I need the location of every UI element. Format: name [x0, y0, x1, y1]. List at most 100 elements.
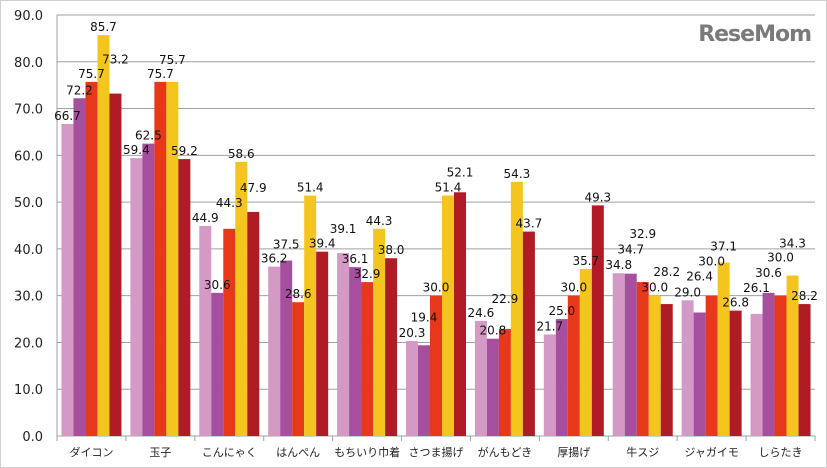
bar — [762, 292, 775, 436]
resemom-logo: ReseMom — [698, 22, 812, 47]
bar — [555, 319, 568, 436]
data-label: 29.0 — [674, 285, 701, 299]
data-label: 36.1 — [342, 252, 369, 266]
data-label: 28.2 — [653, 265, 680, 279]
x-category-label: ダイコン — [69, 445, 113, 459]
bar — [648, 295, 661, 436]
data-label: 75.7 — [78, 67, 105, 81]
data-label: 85.7 — [90, 20, 117, 34]
bar — [798, 304, 811, 436]
data-label: 26.8 — [722, 296, 749, 310]
bar — [591, 205, 604, 436]
x-category-label: はんぺん — [276, 446, 320, 459]
x-category-label: 牛スジ — [626, 445, 659, 459]
x-category-label: ジャガイモ — [684, 446, 738, 459]
bar — [373, 228, 386, 436]
bar — [73, 98, 86, 437]
data-label: 54.3 — [504, 167, 531, 181]
data-label: 39.1 — [330, 222, 357, 236]
bar — [178, 159, 191, 436]
bar — [543, 334, 556, 436]
bar — [142, 143, 155, 436]
data-label: 44.3 — [216, 196, 243, 210]
bar — [474, 320, 487, 436]
bar — [109, 93, 122, 436]
bar — [681, 300, 694, 436]
data-label: 32.9 — [354, 267, 381, 281]
data-label: 75.7 — [159, 53, 186, 67]
y-tick-label: 0.0 — [22, 430, 43, 445]
bar — [223, 228, 236, 436]
bar — [636, 282, 649, 436]
bar — [406, 341, 418, 436]
bar — [693, 312, 706, 436]
data-label: 26.1 — [743, 281, 770, 295]
y-tick-label: 30.0 — [14, 290, 43, 305]
bar — [385, 258, 398, 436]
bar — [705, 295, 718, 436]
bar — [166, 81, 179, 437]
bar — [235, 161, 248, 437]
bar — [361, 282, 374, 436]
bar — [292, 302, 305, 436]
y-tick-label: 50.0 — [14, 196, 43, 211]
x-category-label: がんもどき — [478, 445, 532, 459]
data-label: 30.6 — [204, 278, 231, 292]
bar — [522, 231, 535, 436]
data-label: 38.0 — [378, 243, 405, 257]
bars-layer — [61, 35, 811, 437]
bar — [774, 295, 787, 436]
data-label: 51.4 — [435, 181, 462, 195]
data-label: 59.4 — [123, 143, 150, 157]
data-label: 30.0 — [560, 281, 587, 295]
data-label: 66.7 — [54, 109, 81, 123]
y-tick-label: 10.0 — [14, 383, 43, 398]
data-label: 36.2 — [261, 252, 288, 266]
bar — [280, 260, 293, 436]
data-label: 52.1 — [447, 165, 474, 179]
bar — [199, 225, 212, 436]
y-tick-label: 20.0 — [14, 336, 43, 351]
bar — [612, 273, 625, 436]
bar — [660, 304, 673, 436]
bar — [247, 211, 260, 436]
bar — [486, 338, 499, 436]
bar — [498, 328, 511, 436]
bar — [211, 292, 224, 436]
data-label: 72.2 — [66, 83, 93, 97]
y-tick-label: 80.0 — [14, 56, 43, 71]
data-label: 73.2 — [102, 53, 129, 67]
x-category-label: 玉子 — [149, 446, 171, 459]
data-label: 37.1 — [710, 239, 737, 253]
data-label: 32.9 — [629, 227, 656, 241]
data-label: 28.2 — [791, 289, 818, 303]
data-label: 28.6 — [285, 287, 312, 301]
bar — [750, 313, 763, 436]
data-label: 30.0 — [423, 281, 450, 295]
data-label: 26.4 — [686, 270, 713, 284]
x-category-label: こんにゃく — [202, 446, 257, 459]
x-category-label: さつま揚げ — [409, 446, 464, 459]
bar — [442, 195, 454, 436]
bar — [418, 345, 430, 436]
data-label: 51.4 — [297, 181, 324, 195]
data-label: 34.3 — [779, 237, 806, 251]
bar — [154, 81, 167, 437]
bar — [567, 295, 580, 436]
data-label: 24.6 — [468, 306, 495, 320]
bar — [786, 275, 799, 436]
x-category-label: もちいり巾着 — [334, 445, 400, 459]
data-label: 35.7 — [572, 254, 599, 268]
data-label: 20.3 — [399, 326, 426, 340]
data-label: 19.4 — [411, 310, 438, 324]
bar — [717, 262, 730, 436]
data-label: 49.3 — [584, 190, 611, 204]
data-label: 22.9 — [492, 292, 519, 306]
bar — [337, 253, 350, 436]
data-label: 39.4 — [309, 237, 336, 251]
data-label: 34.7 — [617, 243, 644, 257]
data-label: 44.9 — [192, 211, 219, 225]
data-label: 59.2 — [171, 144, 198, 158]
y-tick-label: 90.0 — [14, 9, 43, 24]
